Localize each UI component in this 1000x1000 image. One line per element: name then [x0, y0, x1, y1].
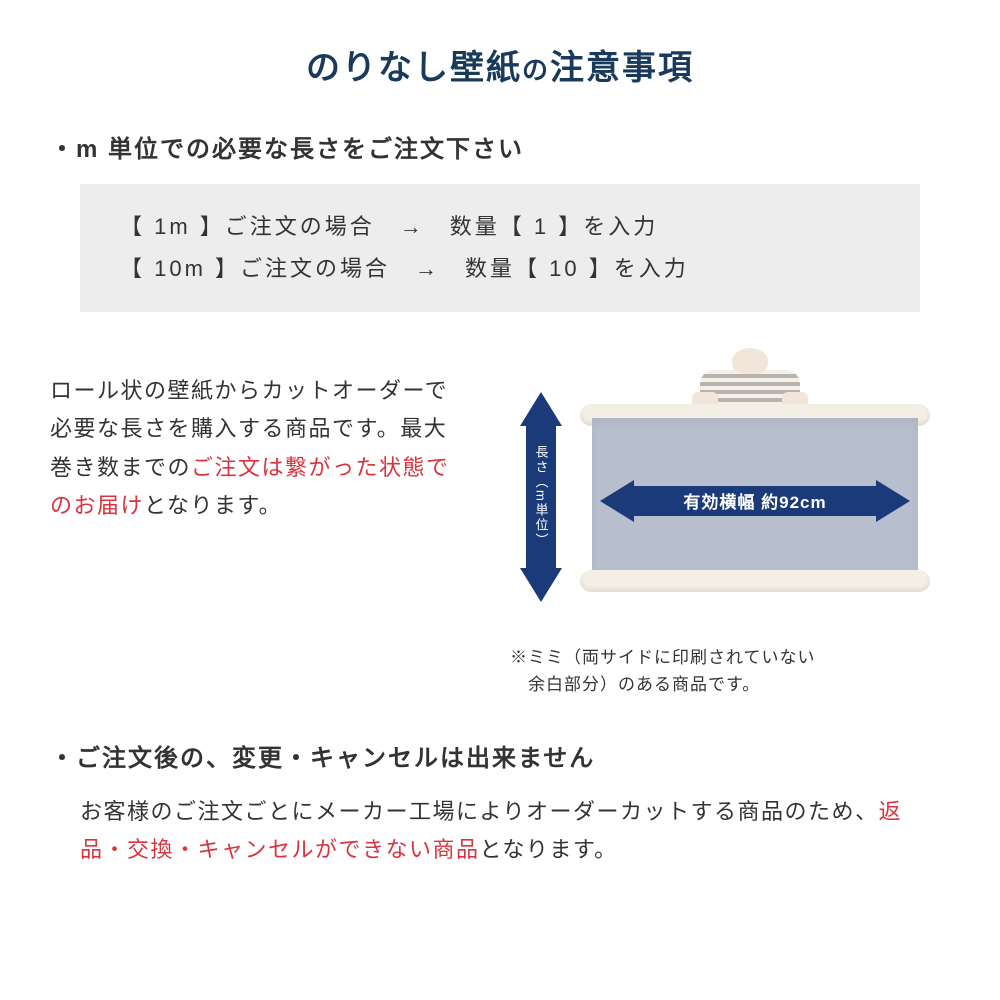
cancel-text-end: となります。 — [480, 837, 618, 862]
bullet-no-cancel: ご注文後の、変更・キャンセルは出来ません — [50, 738, 950, 773]
mid-text-end: となります。 — [144, 493, 282, 518]
mimi-caption: ※ミミ（両サイドに印刷されていない 余白部分）のある商品です。 — [510, 644, 930, 698]
example-box: 【 1m 】ご注文の場合 → 数量【 1 】を入力 【 10m 】ご注文の場合 … — [80, 184, 920, 312]
diagram-wrap: 長さ（m単位） 有効横幅 約92cm ※ミミ（両サイドに印刷されていない 余白部… — [490, 352, 950, 698]
example-row-1m: 【 1m 】ご注文の場合 → 数量【 1 】を入力 — [120, 206, 880, 248]
length-label: 長さ（m単位） — [532, 445, 551, 548]
roll-bottom-icon — [580, 570, 930, 592]
title-connector: の — [522, 55, 550, 85]
length-arrow-icon: 長さ（m単位） — [520, 392, 562, 602]
title-sub: 注意事項 — [550, 49, 694, 87]
example-row-10m: 【 10m 】ご注文の場合 → 数量【 10 】を入力 — [120, 248, 880, 290]
cancel-text-part1: お客様のご注文ごとにメーカー工場によりオーダーカットする商品のため、 — [80, 799, 879, 824]
bullet-order-length: m 単位での必要な長さをご注文下さい — [50, 129, 950, 164]
page-title: のりなし壁紙の注意事項 — [50, 40, 950, 89]
title-main: のりなし壁紙 — [306, 49, 522, 87]
mid-section: ロール状の壁紙からカットオーダーで必要な長さを購入する商品です。最大巻き数までの… — [50, 352, 950, 698]
cut-order-description: ロール状の壁紙からカットオーダーで必要な長さを購入する商品です。最大巻き数までの… — [50, 352, 470, 698]
person-icon — [690, 348, 810, 408]
width-label: 有効横幅 約92cm — [683, 488, 826, 513]
width-arrow-icon: 有効横幅 約92cm — [600, 480, 910, 522]
wallpaper-diagram: 長さ（m単位） 有効横幅 約92cm — [500, 352, 940, 632]
cancel-description: お客様のご注文ごとにメーカー工場によりオーダーカットする商品のため、返品・交換・… — [50, 793, 950, 870]
